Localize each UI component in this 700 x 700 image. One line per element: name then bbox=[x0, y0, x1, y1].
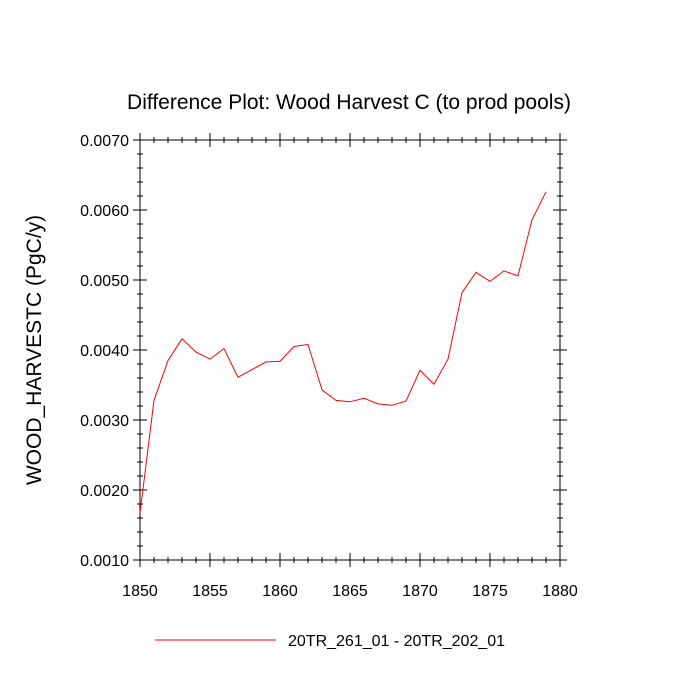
y-tick-label: 0.0060 bbox=[80, 203, 129, 220]
x-tick-label: 1875 bbox=[472, 583, 508, 600]
y-tick-label: 0.0070 bbox=[80, 133, 129, 150]
x-tick-label: 1860 bbox=[262, 583, 298, 600]
x-tick-label: 1870 bbox=[402, 583, 438, 600]
series-layer bbox=[139, 191, 547, 514]
x-tick-label: 1865 bbox=[332, 583, 368, 600]
y-tick-labels: 0.0010 0.0020 0.0030 0.0040 0.0050 0.0060 0.00… bbox=[80, 133, 129, 570]
legend-label: 20TR_261_01 - 20TR_202_01 bbox=[288, 633, 505, 650]
series-line bbox=[139, 191, 547, 514]
x-tick-label: 1850 bbox=[122, 583, 158, 600]
y-tick-label: 0.0030 bbox=[80, 413, 129, 430]
y-tick-label: 0.0020 bbox=[80, 483, 129, 500]
y-axis-label: WOOD_HARVESTC (PgC/y) bbox=[23, 215, 46, 485]
y-tick-label: 0.0010 bbox=[80, 553, 129, 570]
chart-title: Difference Plot: Wood Harvest C (to prod… bbox=[127, 91, 571, 114]
x-tick-label: 1855 bbox=[192, 583, 228, 600]
x-tick-label: 1880 bbox=[542, 583, 578, 600]
x-tick-labels: 1850 1855 1860 1865 1870 1875 1880 bbox=[122, 583, 578, 600]
y-tick-label: 0.0050 bbox=[80, 273, 129, 290]
axis-ticks bbox=[133, 133, 567, 567]
y-tick-label: 0.0040 bbox=[80, 343, 129, 360]
plot-frame bbox=[139, 139, 561, 561]
legend: 20TR_261_01 - 20TR_202_01 bbox=[155, 633, 505, 650]
